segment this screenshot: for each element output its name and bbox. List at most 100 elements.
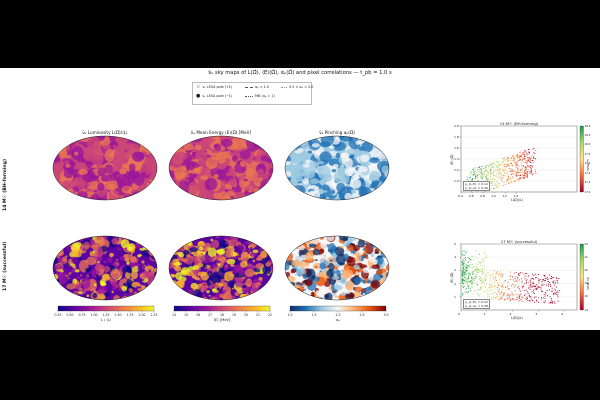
scatter-point xyxy=(470,273,472,275)
scatter-point xyxy=(511,293,514,295)
scatter-point xyxy=(508,178,510,180)
scatter-point xyxy=(545,278,547,280)
scatter-point xyxy=(489,283,491,285)
scatter-point xyxy=(515,155,517,157)
scatter-point xyxy=(495,297,497,299)
colorbar-tick: 1.75 xyxy=(126,313,134,317)
scatter-point xyxy=(497,160,499,162)
stat-line: ρ_{L,α} = 0.39 xyxy=(465,186,488,190)
scatter-point xyxy=(499,168,501,170)
scatter-point xyxy=(544,292,547,294)
scatter-point xyxy=(510,294,512,296)
scatter-point xyxy=(499,297,501,299)
x-tick-label: 0 xyxy=(458,312,460,316)
scatter-point xyxy=(551,302,553,304)
scatter-point xyxy=(495,275,497,277)
scatter-point xyxy=(502,286,504,288)
scatter-point xyxy=(524,167,526,169)
scatter-point xyxy=(483,174,485,176)
scatter-point xyxy=(462,267,464,270)
scatter-point xyxy=(465,272,467,274)
scatter-point xyxy=(465,266,467,268)
scatter-xlabel: L(Ω̂)/⟨L⟩ xyxy=(511,198,524,202)
scatter-point xyxy=(499,292,501,294)
scatter-point xyxy=(502,160,504,162)
scatter-point xyxy=(557,300,559,302)
scatter-point xyxy=(479,271,481,273)
scatter-point xyxy=(474,263,476,265)
scatter-point xyxy=(476,284,478,286)
legend-item-mb: MB (αₚ = 1) xyxy=(245,94,275,98)
scatter-point xyxy=(507,297,509,299)
scatter-point xyxy=(479,175,481,177)
scatter-point xyxy=(467,176,469,178)
scatter-point xyxy=(490,293,492,295)
scatter-point xyxy=(498,169,500,171)
scatter-point xyxy=(496,296,498,298)
scatter-point xyxy=(547,285,549,287)
scatter-point xyxy=(480,286,482,289)
scatter-point xyxy=(462,255,464,257)
scatter-point xyxy=(514,168,516,170)
scatter-point xyxy=(516,298,518,301)
scatter-point xyxy=(559,290,561,292)
scatter-point xyxy=(514,290,516,292)
colorbar-label: L / ⟨L⟩ xyxy=(100,318,112,322)
scatter-point xyxy=(475,276,477,278)
scatter-point xyxy=(516,172,518,174)
y-tick-label: 2.0 xyxy=(454,124,459,128)
scatter-point xyxy=(462,279,464,281)
scatter-point xyxy=(477,173,479,175)
scatter-point xyxy=(475,176,477,178)
scatter-point xyxy=(525,150,527,152)
scatter-point xyxy=(491,166,493,168)
scatter-point xyxy=(514,280,516,282)
scatter-point xyxy=(527,170,529,172)
scatter-point xyxy=(506,297,508,299)
legend-item-pole-minus: ● νₑ LESA pole (−L̂) xyxy=(196,93,233,99)
scatter-point xyxy=(512,159,514,162)
scatter-point xyxy=(554,292,556,294)
scatter-point xyxy=(474,167,476,169)
scatter-point xyxy=(496,286,498,288)
scatter-point xyxy=(475,175,478,177)
scatter-point xyxy=(498,274,500,276)
scatter-point xyxy=(518,165,520,168)
scatter-point xyxy=(525,169,527,171)
scatter-point xyxy=(548,302,550,304)
scatter-point xyxy=(505,159,507,161)
scatter-point xyxy=(505,183,507,186)
scatter-point xyxy=(489,171,492,173)
scatter-point xyxy=(525,166,527,168)
scatter-point xyxy=(480,168,482,170)
scatter-point xyxy=(510,170,512,172)
scatter-point xyxy=(533,156,535,158)
scatter-point xyxy=(485,175,487,177)
scatter-point xyxy=(508,176,510,178)
scatter-point xyxy=(500,293,502,295)
scatter-point xyxy=(522,164,524,166)
scatter-point xyxy=(527,169,529,171)
scatter-point xyxy=(557,294,559,296)
scatter-point xyxy=(533,283,535,285)
scatter-point xyxy=(525,293,527,295)
scatter-point xyxy=(500,292,502,294)
scatter-point xyxy=(466,268,468,270)
scatter-point xyxy=(481,178,483,181)
scatter-point xyxy=(529,171,531,173)
scatter-point xyxy=(473,266,475,268)
scatter-point xyxy=(548,274,551,276)
scatter-point xyxy=(462,274,464,276)
scatter-point xyxy=(491,281,493,283)
scatter-point xyxy=(475,275,477,277)
scatter-point xyxy=(521,296,523,298)
scatter-point xyxy=(486,292,489,294)
scatter-point xyxy=(515,166,517,168)
scatter-point xyxy=(555,293,557,296)
scatter-point xyxy=(543,297,545,299)
scatter-point xyxy=(544,297,546,299)
scatter-point xyxy=(554,289,557,291)
scatter-point xyxy=(462,271,465,273)
scatter-point xyxy=(486,174,488,176)
scatter-point xyxy=(463,275,465,277)
